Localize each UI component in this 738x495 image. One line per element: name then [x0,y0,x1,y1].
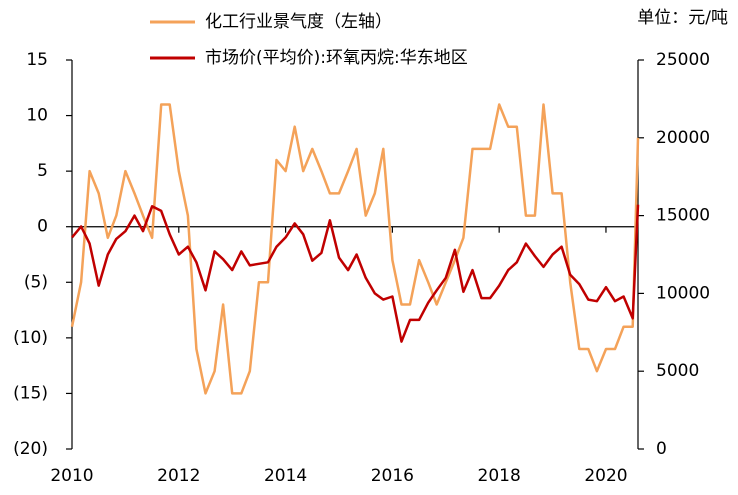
y-tick-label: 0 [37,217,48,237]
y-tick-label: (15) [13,383,48,403]
y-tick-label: 5 [37,161,48,181]
x-tick-label: 2014 [264,466,307,486]
y-tick-label: (5) [24,272,48,292]
y2-tick-label: 5000 [656,361,699,381]
y2-tick-label: 0 [656,439,667,459]
y-tick-label: (10) [13,328,48,348]
y2-tick-label: 20000 [656,128,710,148]
y-tick-label: (20) [13,439,48,459]
y2-tick-label: 15000 [656,206,710,226]
y-tick-label: 10 [26,106,48,126]
y-tick-label: 15 [26,50,48,70]
x-tick-label: 2010 [50,466,93,486]
x-tick-label: 2020 [584,466,627,486]
x-tick-label: 2012 [157,466,200,486]
y2-tick-label: 25000 [656,50,710,70]
legend-label: 市场价(平均价):环氧丙烷:华东地区 [205,48,468,68]
series-line [70,103,640,395]
series-line [71,204,640,343]
x-tick-label: 2018 [478,466,521,486]
legend-label: 化工行业景气度（左轴） [205,12,392,32]
y2-tick-label: 10000 [656,283,710,303]
unit-note: 单位：元/吨 [637,8,728,28]
x-tick-label: 2016 [371,466,414,486]
